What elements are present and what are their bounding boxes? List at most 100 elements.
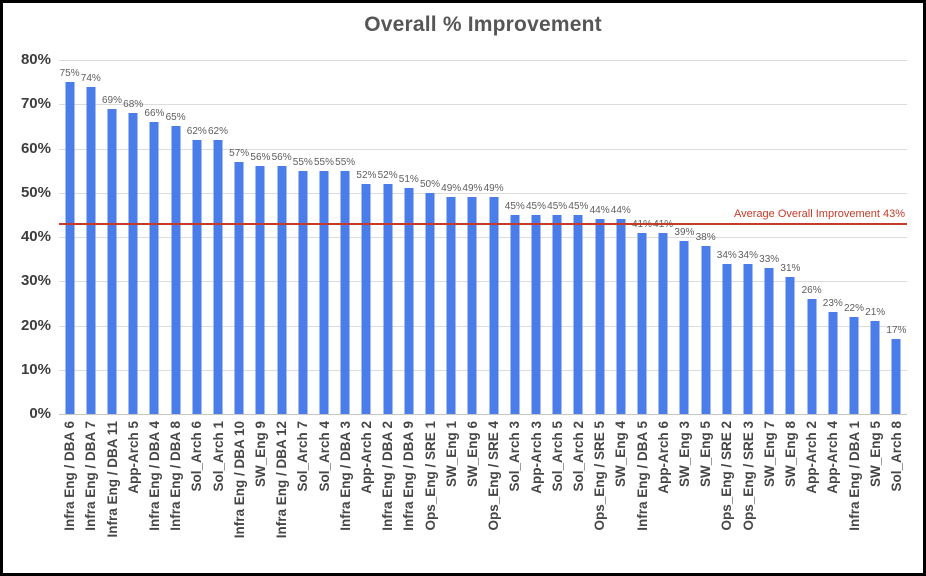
bar-value-label: 22% [843, 302, 864, 314]
bar-value-label: 44% [589, 205, 610, 217]
bar-slot: 39% [674, 60, 695, 414]
bar-slot: 21% [865, 60, 886, 414]
bar [383, 183, 393, 414]
x-axis-label: SW_Eng 1 [443, 421, 459, 488]
bar [213, 139, 223, 414]
bar-slot: 56% [271, 60, 292, 414]
y-axis-tick-label: 50% [20, 183, 51, 201]
y-axis-tick-label: 0% [29, 405, 51, 422]
x-axis-slot: Sol_Arch 4 [313, 421, 334, 573]
x-axis-label: SW_Eng 5 [698, 421, 714, 488]
x-axis-label: Infra Eng / DBA 10 [231, 421, 247, 539]
bar-slot: 62% [207, 60, 228, 414]
bar [65, 82, 75, 414]
x-axis-label: Sol_Arch 4 [316, 421, 332, 492]
x-axis-slot: Infra Eng / DBA 7 [80, 421, 101, 573]
bar-slot: 44% [610, 60, 631, 414]
x-axis-slot: App-Arch 4 [822, 421, 843, 573]
x-axis-label: Sol_Arch 8 [889, 421, 905, 492]
x-axis-slot: App-Arch 2 [356, 421, 377, 573]
bar [743, 263, 753, 414]
bar-slot: 34% [737, 60, 758, 414]
chart-title: Overall % Improvement [364, 13, 602, 36]
bar-slot: 49% [441, 60, 462, 414]
bar-value-label: 26% [801, 284, 822, 296]
bar [870, 321, 880, 414]
bar-slot: 55% [335, 60, 356, 414]
average-line-label: Average Overall Improvement 43% [734, 207, 905, 220]
x-axis-label: Ops_Eng / SRE 4 [486, 421, 502, 531]
y-axis-tick-label: 70% [20, 95, 51, 113]
bar-slot: 56% [250, 60, 271, 414]
bar-value-label: 74% [80, 72, 101, 84]
x-axis-label: Infra Eng / DBA 12 [274, 421, 290, 539]
x-axis-label: SW_Eng 6 [464, 421, 480, 488]
x-axis-label: Sol_Arch 7 [295, 421, 311, 492]
x-axis-label: App-Arch 2 [804, 421, 820, 494]
x-axis-slot: SW_Eng 5 [865, 421, 886, 573]
bar-slot: 45% [568, 60, 589, 414]
bar-slot: 55% [313, 60, 334, 414]
bar [467, 197, 477, 414]
bar [489, 197, 499, 414]
bar-value-label: 39% [674, 227, 695, 239]
bar-slot: 52% [377, 60, 398, 414]
bar [361, 183, 371, 414]
x-axis-label: Infra Eng / DBA 5 [634, 421, 650, 531]
x-axis-slot: App-Arch 6 [653, 421, 674, 573]
bar-slot: 62% [186, 60, 207, 414]
x-axis-label: SW_Eng 3 [676, 421, 692, 488]
bar-value-label: 65% [165, 112, 186, 124]
x-axis-label: Infra Eng / DBA 3 [337, 421, 353, 531]
x-axis-slot: Infra Eng / DBA 9 [398, 421, 419, 573]
x-axis-label: Ops_Eng / SRE 3 [740, 421, 756, 531]
x-axis-label: Sol_Arch 1 [210, 421, 226, 492]
x-axis-label: SW_Eng 8 [783, 421, 798, 488]
bar-slot: 51% [398, 60, 419, 414]
bar-slot: 45% [547, 60, 568, 414]
x-axis-label: Infra Eng / DBA 1 [846, 421, 862, 531]
bar-value-label: 38% [695, 231, 716, 243]
bar-value-label: 44% [610, 205, 631, 217]
gridline [59, 325, 907, 327]
x-axis-slot: SW_Eng 9 [250, 421, 271, 573]
bar [679, 241, 689, 414]
x-axis-label: Sol_Arch 2 [570, 421, 586, 492]
bar-slot: 17% [886, 60, 907, 414]
bar [86, 86, 96, 414]
bar-slot: 50% [419, 60, 440, 414]
x-axis-slot: Infra Eng / DBA 3 [335, 421, 356, 573]
bar-value-label: 31% [780, 262, 801, 274]
x-axis-label: Infra Eng / DBA 6 [62, 421, 78, 531]
bar [404, 188, 414, 414]
x-axis-slot: Sol_Arch 5 [547, 421, 568, 573]
bar [149, 121, 159, 414]
y-axis-tick-label: 20% [20, 316, 51, 334]
bar [255, 166, 265, 414]
x-axis-label: Sol_Arch 6 [189, 421, 205, 492]
bar-slot: 55% [292, 60, 313, 414]
bar-slot: 49% [462, 60, 483, 414]
bar-value-label: 34% [716, 249, 737, 261]
bar [807, 298, 817, 414]
bar [340, 170, 350, 414]
bar [510, 214, 520, 414]
x-axis-label: App-Arch 6 [655, 421, 671, 494]
bar-value-label: 55% [313, 156, 334, 168]
bar-value-label: 57% [229, 147, 250, 159]
x-axis-slot: Sol_Arch 2 [568, 421, 589, 573]
bar [425, 192, 435, 414]
bar [107, 108, 117, 414]
x-axis-slot: SW_Eng 8 [780, 421, 801, 573]
bar-value-label: 69% [101, 94, 122, 106]
x-axis-slot: App-Arch 3 [525, 421, 546, 573]
x-axis-label: Ops_Eng / SRE 1 [422, 421, 438, 531]
bar [234, 161, 244, 414]
bar-slot: 38% [695, 60, 716, 414]
bar [319, 170, 329, 414]
x-axis-label: Infra Eng / DBA 8 [168, 421, 184, 531]
bar [277, 166, 287, 414]
bar-slot: 44% [589, 60, 610, 414]
x-axis-slot: App-Arch 2 [801, 421, 822, 573]
